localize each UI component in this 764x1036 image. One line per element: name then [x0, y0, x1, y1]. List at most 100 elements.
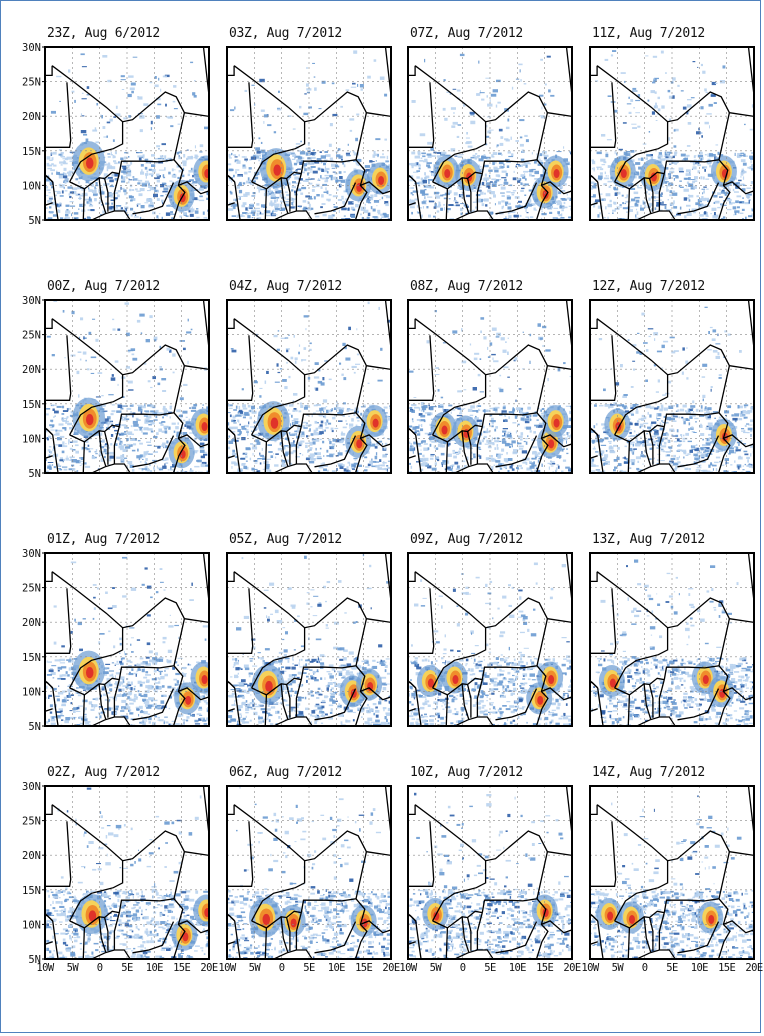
- lat-tick-label: 15N: [22, 399, 41, 411]
- panel-title: 06Z, Aug 7/2012: [229, 765, 342, 780]
- lon-tick-label: 10W: [36, 962, 54, 974]
- lon-tick-label: 15E: [536, 962, 553, 974]
- lon-tick-label: 20E: [745, 962, 762, 974]
- lon-tick-label: 0: [642, 962, 648, 974]
- panel-frame: [226, 46, 392, 221]
- panel-frame: [226, 785, 392, 960]
- panel-title: 09Z, Aug 7/2012: [410, 532, 523, 547]
- lat-tick-label: 5N: [28, 954, 41, 966]
- panel-frame: [226, 299, 392, 474]
- panel-title: 04Z, Aug 7/2012: [229, 279, 342, 294]
- lon-tick-label: 10E: [509, 962, 526, 974]
- panel-title: 03Z, Aug 7/2012: [229, 26, 342, 41]
- map-panel: 09Z, Aug 7/2012: [407, 532, 573, 727]
- panel-title: 10Z, Aug 7/2012: [410, 765, 523, 780]
- lat-tick-label: 25N: [22, 77, 41, 89]
- lat-tick-label: 15N: [22, 652, 41, 664]
- map-panel: 10Z, Aug 7/2012 10W 5W 0 5E 10E 15E 20E: [399, 765, 581, 974]
- map-panel: 03Z, Aug 7/2012: [226, 26, 392, 221]
- panel-frame: [226, 552, 392, 727]
- panel-frame: [407, 299, 573, 474]
- lat-tick-label: 15N: [22, 146, 41, 158]
- lat-tick-label: 30N: [22, 42, 41, 54]
- map-panel: 05Z, Aug 7/2012: [226, 532, 392, 727]
- map-panel: 08Z, Aug 7/2012: [407, 279, 573, 474]
- lon-tick-label: 15E: [173, 962, 190, 974]
- panel-frame: [407, 552, 573, 727]
- panel-title: 12Z, Aug 7/2012: [592, 279, 705, 294]
- map-panel: 04Z, Aug 7/2012: [226, 279, 392, 474]
- panel-title: 00Z, Aug 7/2012: [47, 279, 160, 294]
- lon-tick-label: 10W: [581, 962, 599, 974]
- lon-tick-label: 5E: [666, 962, 678, 974]
- lon-tick-label: 10W: [399, 962, 417, 974]
- lon-tick-label: 10W: [218, 962, 236, 974]
- map-panel: 07Z, Aug 7/2012: [407, 26, 573, 221]
- panel-title: 01Z, Aug 7/2012: [47, 532, 160, 547]
- lon-tick-label: 0: [460, 962, 466, 974]
- panel-title: 11Z, Aug 7/2012: [592, 26, 705, 41]
- panel-frame: [589, 552, 755, 727]
- panel-frame: [589, 46, 755, 221]
- lat-tick-label: 5N: [28, 468, 41, 480]
- panel-title: 05Z, Aug 7/2012: [229, 532, 342, 547]
- lat-tick-label: 20N: [22, 850, 41, 862]
- panel-title: 07Z, Aug 7/2012: [410, 26, 523, 41]
- panel-frame: [44, 46, 210, 221]
- lon-tick-label: 0: [97, 962, 103, 974]
- lon-tick-label: 15E: [718, 962, 735, 974]
- lat-tick-label: 20N: [22, 617, 41, 629]
- lat-tick-label: 5N: [28, 215, 41, 227]
- lon-tick-label: 5W: [67, 962, 80, 974]
- lon-tick-label: 15E: [355, 962, 372, 974]
- lat-tick-label: 25N: [22, 330, 41, 342]
- lat-tick-label: 5N: [28, 721, 41, 733]
- panel-frame: [589, 785, 755, 960]
- lon-tick-label: 10E: [328, 962, 345, 974]
- map-panel: 01Z, Aug 7/2012 30N 25N 20N 15N 10N 5N: [22, 532, 210, 733]
- panel-frame: [44, 552, 210, 727]
- lat-tick-label: 10N: [22, 433, 41, 445]
- map-panel: 11Z, Aug 7/2012: [589, 26, 755, 221]
- panel-title: 02Z, Aug 7/2012: [47, 765, 160, 780]
- map-panel: 06Z, Aug 7/2012 10W 5W 0 5E 10E 15E 20E: [218, 765, 400, 974]
- lon-tick-label: 0: [279, 962, 285, 974]
- lon-tick-label: 5W: [430, 962, 443, 974]
- lon-tick-label: 5W: [612, 962, 625, 974]
- lat-tick-label: 20N: [22, 364, 41, 376]
- lat-tick-label: 20N: [22, 111, 41, 123]
- map-panel: 00Z, Aug 7/2012 30N 25N 20N 15N 10N 5N: [22, 279, 210, 480]
- lon-tick-label: 20E: [200, 962, 217, 974]
- lon-tick-label: 20E: [382, 962, 399, 974]
- lat-tick-label: 10N: [22, 180, 41, 192]
- lon-tick-label: 5E: [303, 962, 315, 974]
- lat-tick-label: 30N: [22, 781, 41, 793]
- lon-tick-label: 5E: [121, 962, 133, 974]
- map-panel: 13Z, Aug 7/2012: [589, 532, 755, 727]
- map-panel: 23Z, Aug 6/2012 30N 25N 20N 15N 10N 5N: [22, 26, 210, 227]
- lon-tick-label: 20E: [563, 962, 580, 974]
- lon-tick-label: 5W: [249, 962, 262, 974]
- lat-tick-label: 30N: [22, 548, 41, 560]
- panel-title: 14Z, Aug 7/2012: [592, 765, 705, 780]
- panel-frame: [44, 785, 210, 960]
- panel-title: 13Z, Aug 7/2012: [592, 532, 705, 547]
- lon-tick-label: 10E: [146, 962, 163, 974]
- lat-tick-label: 10N: [22, 686, 41, 698]
- lat-tick-label: 30N: [22, 295, 41, 307]
- panel-title: 08Z, Aug 7/2012: [410, 279, 523, 294]
- lat-tick-label: 25N: [22, 583, 41, 595]
- panel-frame: [407, 785, 573, 960]
- panel-frame: [589, 299, 755, 474]
- panel-frame: [407, 46, 573, 221]
- lon-tick-label: 10E: [691, 962, 708, 974]
- map-panel: 14Z, Aug 7/2012 10W 5W 0 5E 10E 15E 20E: [581, 765, 763, 974]
- lat-tick-label: 10N: [22, 919, 41, 931]
- lat-tick-label: 25N: [22, 816, 41, 828]
- lat-tick-label: 15N: [22, 885, 41, 897]
- panel-frame: [44, 299, 210, 474]
- panel-title: 23Z, Aug 6/2012: [47, 26, 160, 41]
